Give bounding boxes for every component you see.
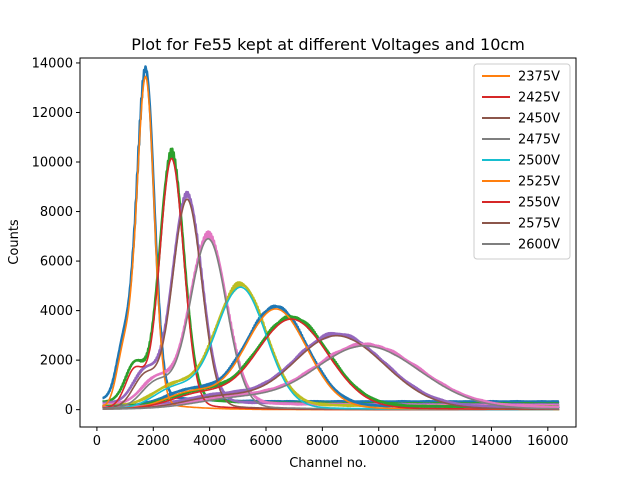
x-tick-label: 6000 (249, 434, 282, 449)
y-tick-label: 6000 (40, 255, 73, 270)
y-tick-label: 0 (65, 403, 73, 418)
legend-label: 2500V (518, 154, 560, 169)
y-axis-title: Counts (7, 219, 22, 265)
series-layer (101, 65, 560, 411)
y-tick-label: 10000 (32, 156, 73, 171)
x-axis-title: Channel no. (289, 456, 367, 471)
legend-label: 2375V (518, 70, 560, 85)
x-tick-label: 16000 (527, 434, 568, 449)
legend-label: 2425V (518, 91, 560, 106)
legend-label: 2600V (518, 238, 560, 253)
y-tick-label: 2000 (40, 354, 73, 369)
legend-label: 2575V (518, 217, 560, 232)
legend-label: 2525V (518, 175, 560, 190)
legend: 2375V 2425V 2450V 2475V 2500V 2525V 2550V 2575V… (473, 63, 571, 260)
legend-label: 2550V (518, 196, 560, 211)
legend-label: 2475V (518, 133, 560, 148)
chart-title: Plot for Fe55 kept at different Voltages… (131, 35, 525, 54)
x-tick-label: 2000 (137, 434, 170, 449)
x-tick-label: 4000 (193, 434, 226, 449)
series-line (102, 334, 560, 410)
y-axis: 0 2000 4000 6000 8000 10000 12000 14000 (32, 56, 80, 418)
x-tick-label: 8000 (306, 434, 339, 449)
x-tick-label: 10000 (358, 434, 399, 449)
legend-label: 2450V (518, 112, 560, 127)
legend-box (473, 63, 571, 260)
y-tick-label: 14000 (32, 56, 73, 71)
plot-frame (79, 57, 577, 428)
x-tick-label: 12000 (414, 434, 455, 449)
x-tick-label: 0 (93, 434, 101, 449)
x-axis: 0 2000 4000 6000 8000 10000 12000 14000 16000 (93, 427, 568, 449)
y-tick-label: 4000 (40, 304, 73, 319)
y-tick-label: 8000 (40, 205, 73, 220)
x-tick-label: 14000 (471, 434, 512, 449)
y-tick-label: 12000 (32, 106, 73, 121)
series-line (102, 345, 560, 410)
